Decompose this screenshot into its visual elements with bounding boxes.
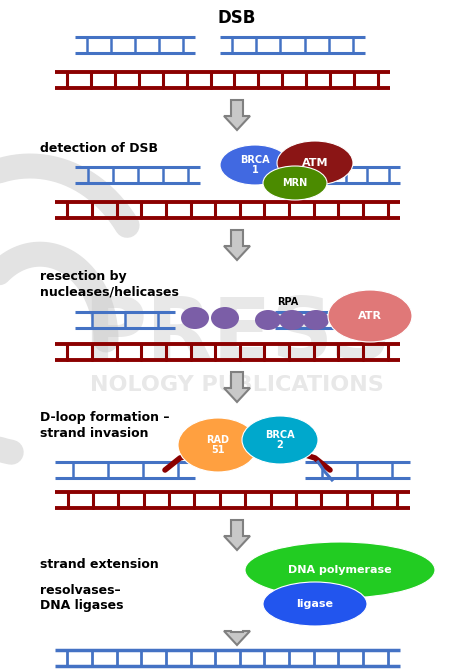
- Ellipse shape: [263, 582, 367, 626]
- Text: resection by: resection by: [40, 270, 127, 282]
- Text: resolvases–: resolvases–: [40, 583, 120, 597]
- Text: NOLOGY PUBLICATIONS: NOLOGY PUBLICATIONS: [90, 375, 384, 395]
- Text: DSB: DSB: [218, 9, 256, 27]
- Text: nucleases/helicases: nucleases/helicases: [40, 286, 179, 298]
- FancyArrow shape: [224, 100, 250, 130]
- Text: RPA: RPA: [277, 297, 299, 307]
- Text: strand extension: strand extension: [40, 557, 159, 571]
- Text: D-loop formation –: D-loop formation –: [40, 411, 170, 423]
- Text: ATR: ATR: [358, 311, 382, 321]
- Ellipse shape: [255, 310, 281, 330]
- Text: DNA ligases: DNA ligases: [40, 599, 124, 613]
- Ellipse shape: [277, 141, 353, 185]
- Text: MRN: MRN: [283, 178, 308, 188]
- FancyArrow shape: [224, 230, 250, 260]
- Ellipse shape: [242, 416, 318, 464]
- Ellipse shape: [178, 418, 258, 472]
- Ellipse shape: [328, 290, 412, 342]
- Ellipse shape: [181, 307, 209, 329]
- Ellipse shape: [245, 542, 435, 598]
- Ellipse shape: [303, 310, 329, 330]
- Ellipse shape: [211, 307, 239, 329]
- Ellipse shape: [263, 166, 327, 200]
- Ellipse shape: [279, 310, 305, 330]
- Text: RAD
51: RAD 51: [207, 435, 229, 456]
- Text: BRCA
1: BRCA 1: [240, 155, 270, 175]
- Ellipse shape: [220, 145, 290, 185]
- FancyArrow shape: [224, 631, 250, 645]
- Text: ATM: ATM: [302, 158, 328, 168]
- FancyArrow shape: [224, 520, 250, 550]
- Text: ligase: ligase: [297, 599, 334, 609]
- Text: PRESS: PRESS: [83, 294, 391, 377]
- Text: BRCA
2: BRCA 2: [265, 429, 295, 450]
- FancyArrow shape: [224, 372, 250, 402]
- Text: detection of DSB: detection of DSB: [40, 142, 158, 155]
- Text: DNA polymerase: DNA polymerase: [288, 565, 392, 575]
- Text: strand invasion: strand invasion: [40, 427, 148, 440]
